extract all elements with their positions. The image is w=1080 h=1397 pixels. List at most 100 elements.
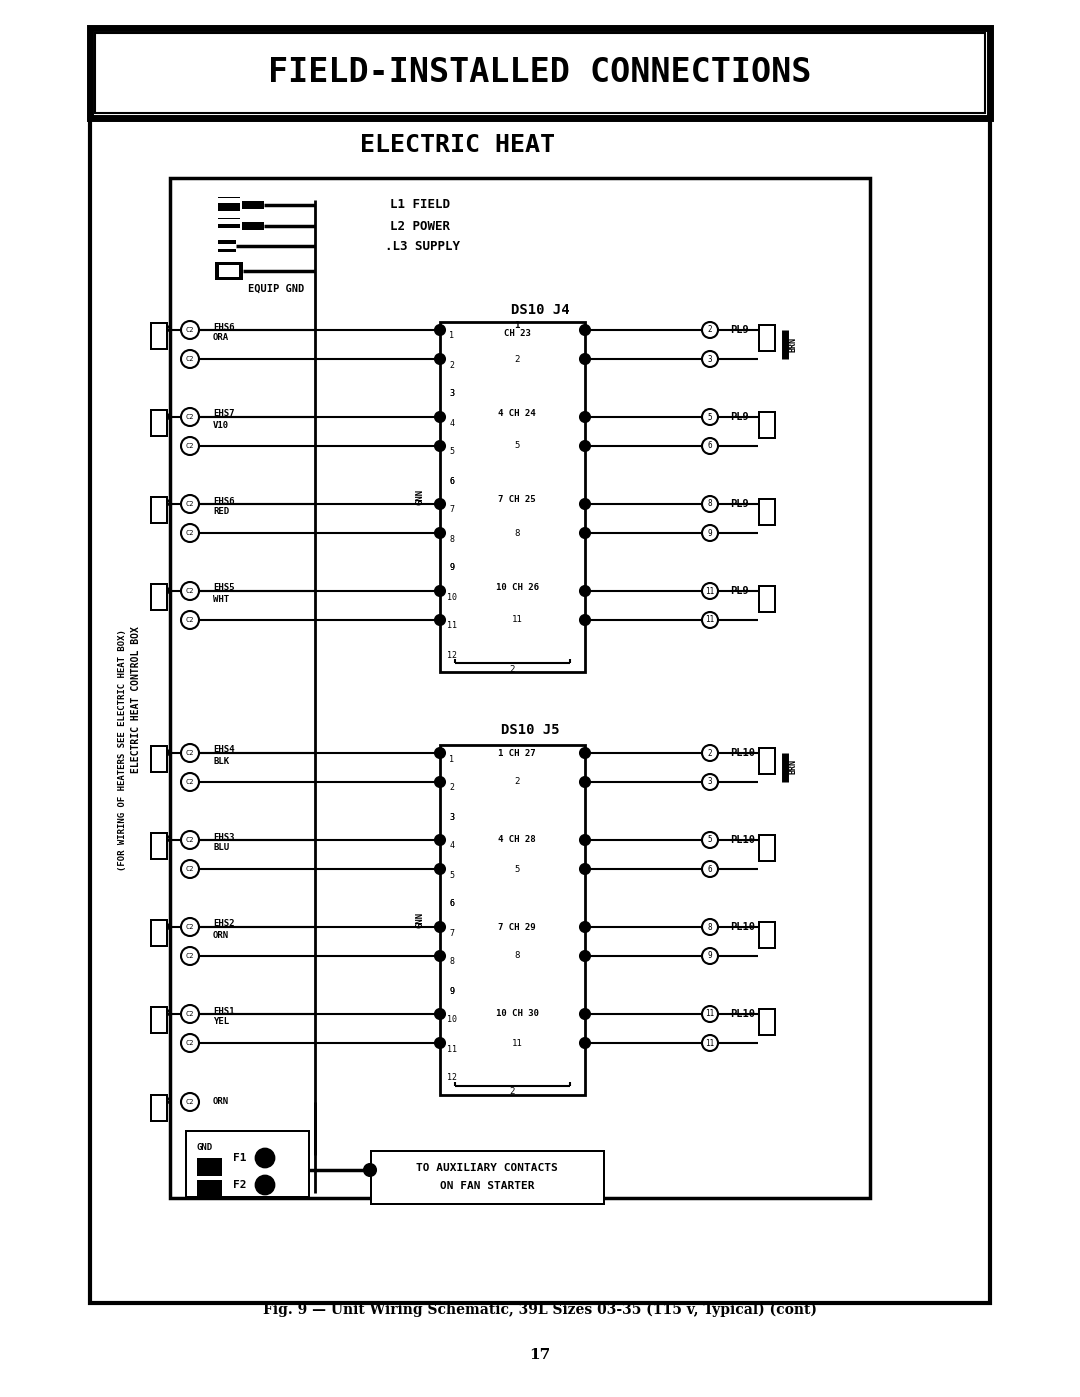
Text: C2: C2 <box>186 1011 194 1017</box>
Text: 2: 2 <box>449 360 455 369</box>
Text: 11: 11 <box>705 616 715 624</box>
Text: 8: 8 <box>449 957 455 967</box>
Text: ORN: ORN <box>213 930 229 940</box>
Bar <box>152 1009 166 1032</box>
Circle shape <box>702 745 718 761</box>
Text: C2: C2 <box>186 414 194 420</box>
Circle shape <box>181 773 199 791</box>
Text: C2: C2 <box>186 1039 194 1046</box>
Text: BRN: BRN <box>788 337 797 352</box>
Circle shape <box>435 499 445 509</box>
Text: TB: TB <box>160 1010 171 1018</box>
Text: 6: 6 <box>449 476 455 486</box>
Text: 5: 5 <box>449 870 455 880</box>
Text: FIELD-INSTALLED CONNECTIONS: FIELD-INSTALLED CONNECTIONS <box>268 56 812 89</box>
Circle shape <box>580 499 590 509</box>
Text: 11: 11 <box>705 1038 715 1048</box>
Text: 10 CH 26: 10 CH 26 <box>496 583 539 591</box>
Bar <box>218 198 240 203</box>
Circle shape <box>702 525 718 541</box>
Bar <box>150 321 168 351</box>
Text: C2: C2 <box>186 923 194 930</box>
Text: BLU: BLU <box>213 844 229 852</box>
Bar <box>218 240 237 251</box>
Text: 3: 3 <box>449 390 455 398</box>
Text: 10: 10 <box>447 592 457 602</box>
Circle shape <box>181 831 199 849</box>
Text: PL10: PL10 <box>730 1009 755 1018</box>
Circle shape <box>702 351 718 367</box>
Bar <box>150 583 168 610</box>
Bar <box>760 326 774 351</box>
Bar <box>152 585 166 609</box>
Text: C2: C2 <box>186 750 194 756</box>
Bar <box>150 919 168 947</box>
Text: PL9: PL9 <box>730 499 748 509</box>
Circle shape <box>580 747 590 759</box>
Circle shape <box>580 835 590 845</box>
Text: EHS3: EHS3 <box>213 833 234 841</box>
Text: F1: F1 <box>233 1153 246 1162</box>
Text: PL9: PL9 <box>730 585 748 597</box>
Text: 9: 9 <box>707 528 713 538</box>
Text: TB: TB <box>160 500 171 509</box>
Circle shape <box>702 1006 718 1023</box>
Text: 9: 9 <box>449 563 455 573</box>
Text: L1 FIELD: L1 FIELD <box>390 198 450 211</box>
Text: BLK: BLK <box>213 757 229 766</box>
Text: 5: 5 <box>707 835 713 845</box>
Bar <box>758 411 777 439</box>
Bar <box>150 496 168 524</box>
Bar <box>152 921 166 944</box>
Circle shape <box>702 439 718 454</box>
Circle shape <box>181 351 199 367</box>
Bar <box>185 1130 310 1199</box>
Text: 3: 3 <box>707 355 713 363</box>
Bar <box>152 834 166 858</box>
Text: ORA: ORA <box>213 334 229 342</box>
Circle shape <box>435 863 445 875</box>
Bar <box>219 265 239 277</box>
Circle shape <box>580 528 590 538</box>
Text: PL9: PL9 <box>730 326 748 335</box>
Circle shape <box>580 412 590 422</box>
Text: 9: 9 <box>449 563 455 573</box>
Circle shape <box>435 777 445 787</box>
Text: .L3 SUPPLY: .L3 SUPPLY <box>384 239 460 253</box>
Bar <box>150 1094 168 1122</box>
Bar <box>760 835 774 861</box>
Bar <box>197 1158 222 1176</box>
Text: EHS6: EHS6 <box>213 496 234 506</box>
Circle shape <box>181 745 199 761</box>
Circle shape <box>181 918 199 936</box>
Text: TB: TB <box>160 326 171 334</box>
Text: EHS4: EHS4 <box>213 746 234 754</box>
Circle shape <box>181 495 199 513</box>
Text: C2: C2 <box>186 1099 194 1105</box>
Bar <box>90 28 990 117</box>
Bar <box>197 1180 222 1199</box>
Bar <box>150 833 168 861</box>
Text: ON FAN STARTER: ON FAN STARTER <box>440 1180 535 1192</box>
Bar <box>242 201 264 210</box>
Text: DS10 J5: DS10 J5 <box>501 724 559 738</box>
Circle shape <box>702 496 718 511</box>
Circle shape <box>702 949 718 964</box>
Circle shape <box>435 615 445 624</box>
Circle shape <box>580 922 590 932</box>
Bar <box>758 834 777 862</box>
Text: C2: C2 <box>186 780 194 785</box>
Circle shape <box>702 409 718 425</box>
Bar <box>760 414 774 437</box>
Text: PL10: PL10 <box>730 835 755 845</box>
Circle shape <box>702 612 718 629</box>
Bar <box>218 197 240 211</box>
Bar <box>440 745 585 1095</box>
Text: TO AUXILIARY CONTACTS: TO AUXILIARY CONTACTS <box>416 1162 558 1173</box>
Text: 4 CH 24: 4 CH 24 <box>498 408 536 418</box>
Bar <box>215 263 243 279</box>
Text: 17: 17 <box>529 1348 551 1362</box>
Bar <box>758 747 777 775</box>
Text: 3: 3 <box>449 390 455 398</box>
Text: PL10: PL10 <box>730 747 755 759</box>
